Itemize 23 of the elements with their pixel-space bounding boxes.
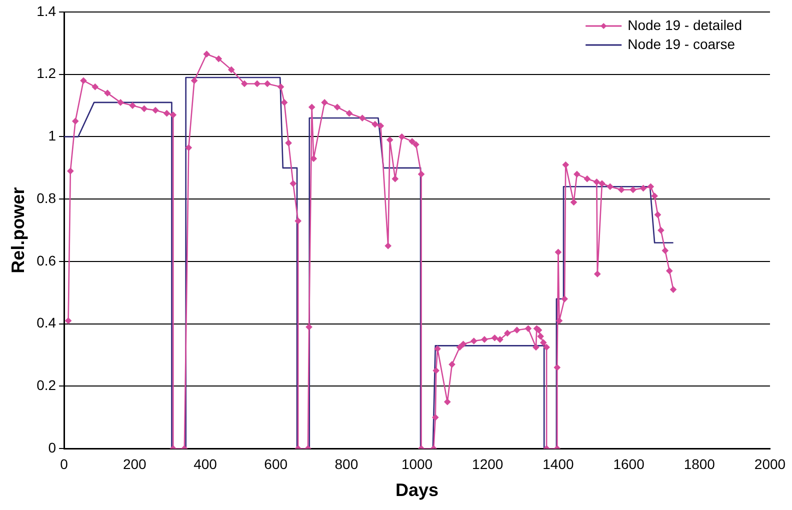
- x-tick-label: 1400: [542, 456, 574, 472]
- y-tick-label: 0: [48, 439, 56, 456]
- x-tick-label: 1800: [684, 456, 716, 472]
- legend-label: Node 19 - detailed: [628, 16, 742, 33]
- y-tick-label: 1.2: [36, 65, 56, 82]
- legend-label: Node 19 - coarse: [628, 36, 736, 52]
- x-tick-label: 200: [122, 456, 147, 472]
- x-tick-label: 1000: [401, 456, 433, 472]
- x-tick-label: 400: [194, 456, 218, 472]
- x-tick-label: 0: [60, 456, 68, 472]
- x-tick-label: 2000: [754, 456, 786, 472]
- y-tick-label: 0.4: [36, 314, 56, 331]
- x-tick-label: 600: [264, 456, 288, 472]
- y-axis-title: Rel.power: [8, 187, 28, 274]
- y-tick-label: 0.8: [36, 190, 56, 206]
- y-tick-label: 0.2: [36, 377, 56, 394]
- y-tick-label: 0.6: [36, 252, 56, 268]
- x-tick-label: 1200: [472, 456, 504, 472]
- x-axis-title: Days: [396, 480, 439, 500]
- x-tick-label: 800: [334, 456, 358, 472]
- x-tick-label: 1600: [613, 456, 645, 472]
- y-tick-label: 1: [48, 128, 56, 144]
- y-tick-label: 1.4: [36, 2, 56, 19]
